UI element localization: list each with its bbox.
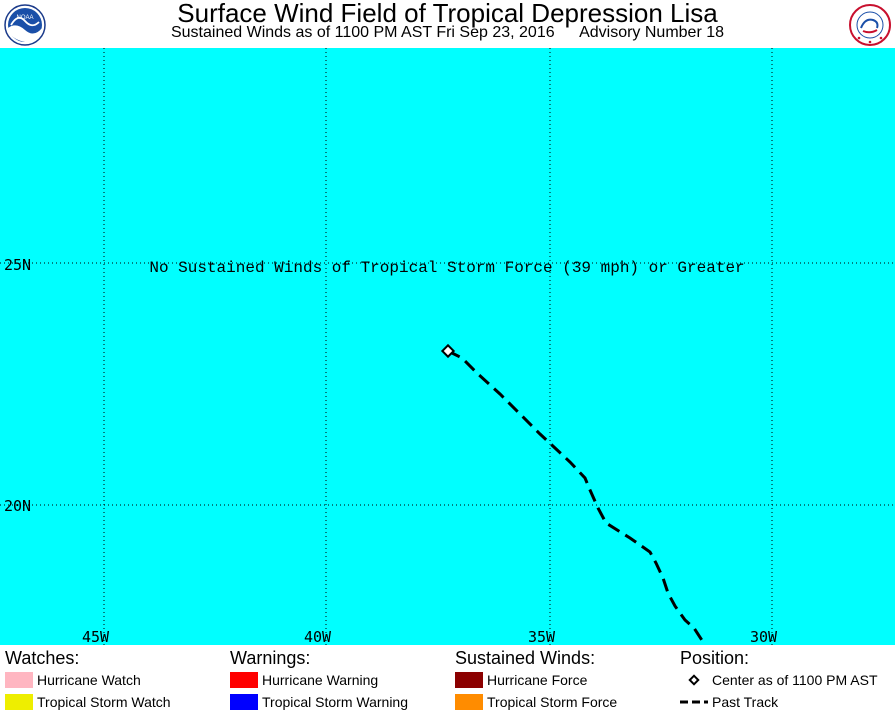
lon-label-35w: 35W	[528, 628, 556, 645]
tropical-storm-watch-swatch	[5, 694, 33, 710]
legend-position-heading: Position:	[680, 648, 750, 668]
legend-item-label: Hurricane Warning	[262, 672, 379, 688]
page-title: Surface Wind Field of Tropical Depressio…	[177, 0, 718, 28]
past-track-line	[447, 349, 707, 645]
legend: Watches: Hurricane Watch Tropical Storm …	[0, 645, 895, 716]
hurricane-warning-swatch	[230, 672, 258, 688]
legend-item-label: Tropical Storm Force	[487, 694, 618, 710]
legend-warnings-heading: Warnings:	[230, 648, 311, 668]
lat-label-20n: 20N	[4, 497, 31, 515]
legend-item: Hurricane Watch	[5, 669, 171, 691]
legend-item-label: Past Track	[712, 694, 779, 710]
legend-watches-heading: Watches:	[5, 648, 80, 668]
diamond-icon	[680, 672, 708, 688]
wind-field-map: 25N 20N 45W 40W 35W 30W No Sustained Win…	[0, 48, 895, 645]
legend-item: Hurricane Warning	[230, 669, 408, 691]
dashed-line-icon	[680, 694, 708, 710]
tropical-storm-warning-swatch	[230, 694, 258, 710]
lat-label-25n: 25N	[4, 256, 31, 274]
lon-label-40w: 40W	[304, 628, 332, 645]
legend-item-label: Hurricane Force	[487, 672, 588, 688]
legend-item: Hurricane Force	[455, 669, 617, 691]
subtitle-time: Sustained Winds as of 1100 PM AST Fri Se…	[170, 24, 555, 41]
legend-item: Past Track	[680, 691, 878, 713]
center-position-icon	[440, 343, 456, 359]
legend-item-label: Tropical Storm Watch	[37, 694, 171, 710]
legend-item-label: Center as of 1100 PM AST	[712, 672, 878, 688]
legend-item: Tropical Storm Warning	[230, 691, 408, 713]
no-winds-message: No Sustained Winds of Tropical Storm For…	[149, 259, 744, 277]
legend-item: Center as of 1100 PM AST	[680, 669, 878, 691]
legend-winds: Sustained Winds: Hurricane Force Tropica…	[455, 647, 617, 713]
nws-logo	[849, 4, 891, 46]
legend-item-label: Hurricane Watch	[37, 672, 141, 688]
tropical-storm-force-swatch	[455, 694, 483, 710]
legend-winds-heading: Sustained Winds:	[455, 648, 596, 668]
page-subtitle: Sustained Winds as of 1100 PM AST Fri Se…	[0, 24, 895, 42]
noaa-logo: NOAA	[4, 4, 46, 46]
legend-item: Tropical Storm Force	[455, 691, 617, 713]
header: NOAA Surface Wind Field of Tropical Depr…	[0, 0, 895, 48]
legend-item-label: Tropical Storm Warning	[262, 694, 409, 710]
legend-item: Tropical Storm Watch	[5, 691, 171, 713]
hurricane-watch-swatch	[5, 672, 33, 688]
hurricane-force-swatch	[455, 672, 483, 688]
lon-label-45w: 45W	[82, 628, 110, 645]
subtitle-advisory: Advisory Number 18	[579, 24, 725, 41]
legend-watches: Watches: Hurricane Watch Tropical Storm …	[5, 647, 171, 713]
svg-text:NOAA: NOAA	[16, 15, 33, 21]
legend-position: Position: Center as of 1100 PM AST Past …	[680, 647, 878, 713]
legend-warnings: Warnings: Hurricane Warning Tropical Sto…	[230, 647, 408, 713]
lon-label-30w: 30W	[750, 628, 778, 645]
